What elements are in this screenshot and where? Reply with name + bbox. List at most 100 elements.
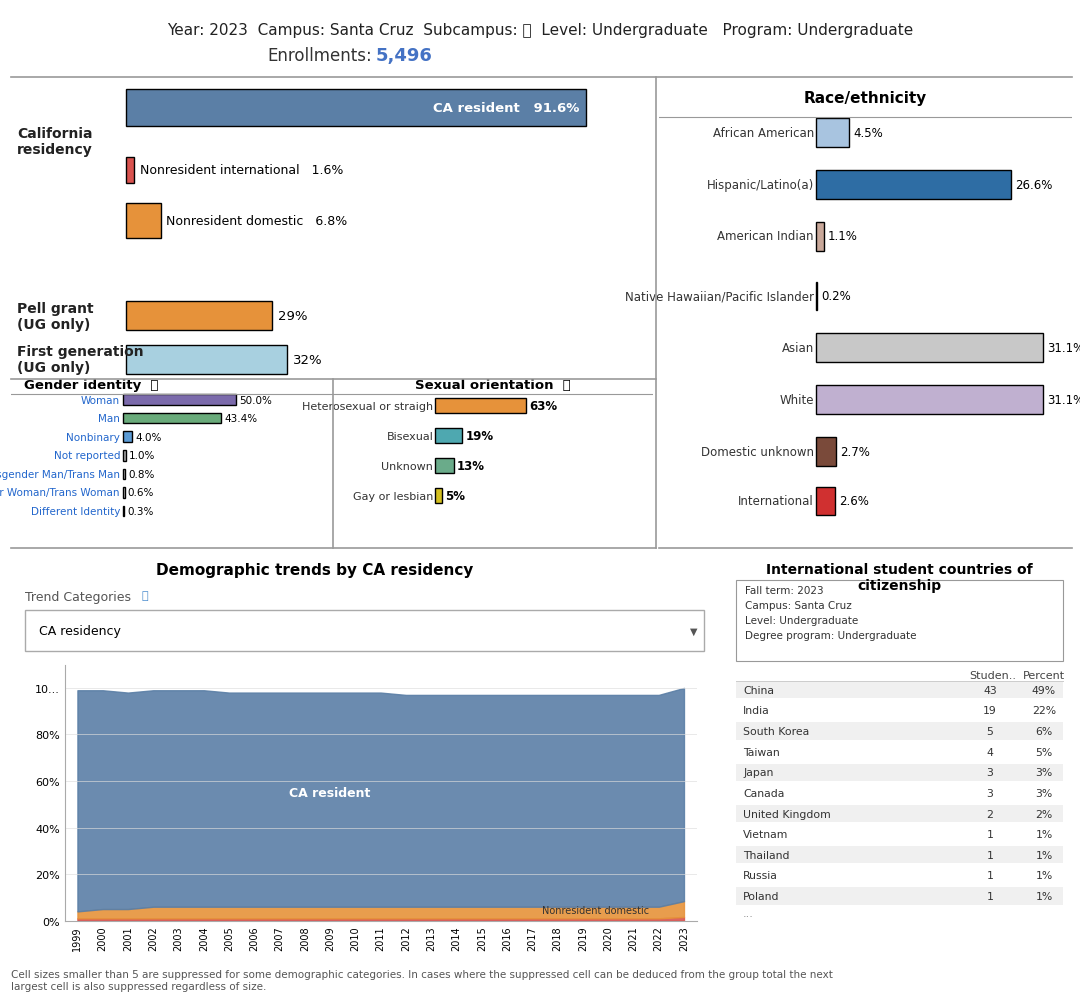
FancyBboxPatch shape — [123, 487, 124, 498]
Text: 1: 1 — [987, 829, 994, 840]
Text: First generation
(UG only): First generation (UG only) — [17, 345, 144, 375]
Text: 5: 5 — [987, 726, 994, 736]
Text: Trend Categories: Trend Categories — [25, 590, 131, 603]
FancyBboxPatch shape — [126, 204, 161, 239]
FancyBboxPatch shape — [435, 458, 454, 473]
Text: 50.0%: 50.0% — [239, 395, 272, 405]
Text: Level: Undergraduate: Level: Undergraduate — [84, 693, 220, 706]
Text: Transgender Woman/Trans Woman: Transgender Woman/Trans Woman — [0, 487, 120, 497]
Text: 31.1%: 31.1% — [1048, 342, 1080, 355]
Text: California
residency: California residency — [17, 126, 93, 156]
FancyBboxPatch shape — [435, 428, 462, 444]
Text: Cell sizes smaller than 5 are suppressed for some demographic categories. In cas: Cell sizes smaller than 5 are suppressed… — [11, 969, 833, 991]
Text: Nonresident domestic   6.8%: Nonresident domestic 6.8% — [165, 215, 347, 228]
FancyBboxPatch shape — [737, 581, 1063, 662]
Text: International: International — [738, 494, 814, 508]
Text: 32%: 32% — [294, 353, 323, 366]
Text: African American: African American — [713, 126, 814, 139]
Text: White: White — [780, 393, 814, 406]
FancyBboxPatch shape — [816, 386, 1043, 414]
Text: Heterosexual or straigh: Heterosexual or straigh — [302, 401, 433, 411]
FancyBboxPatch shape — [816, 223, 824, 251]
Text: International student countries of
citizenship: International student countries of citiz… — [767, 563, 1032, 593]
Text: ▼: ▼ — [689, 626, 697, 636]
FancyBboxPatch shape — [737, 722, 1063, 740]
Text: 2.7%: 2.7% — [840, 445, 869, 458]
Text: Gay or lesbian: Gay or lesbian — [353, 491, 433, 502]
Text: 4.5%: 4.5% — [853, 126, 882, 139]
Text: Asian: Asian — [782, 342, 814, 355]
Text: Woman: Woman — [81, 395, 120, 405]
Text: Demographic trends by CA residency: Demographic trends by CA residency — [157, 563, 474, 578]
Text: CA resident: CA resident — [289, 786, 370, 799]
Text: Poland: Poland — [743, 891, 780, 901]
Text: 1: 1 — [987, 871, 994, 881]
Text: American Indian: American Indian — [717, 231, 814, 244]
Text: ❓: ❓ — [141, 590, 148, 600]
Text: 1%: 1% — [1036, 829, 1053, 840]
Text: 6%: 6% — [1036, 726, 1053, 736]
Text: Transgender Man/Trans Man: Transgender Man/Trans Man — [0, 469, 120, 479]
Text: 3%: 3% — [1036, 788, 1053, 798]
Text: Nonbinary: Nonbinary — [66, 432, 120, 442]
Text: Year: 2023  Campus: Santa Cruz  Subcampus: 无  Level: Undergraduate   Program: Un: Year: 2023 Campus: Santa Cruz Subcampus:… — [167, 23, 913, 38]
Text: 4: 4 — [987, 747, 994, 757]
Text: CA residency: CA residency — [39, 624, 121, 637]
Text: Fall term: 2023
Campus: Santa Cruz
Level: Undergraduate
Degree program: Undergra: Fall term: 2023 Campus: Santa Cruz Level… — [745, 585, 917, 641]
Text: 3: 3 — [987, 767, 994, 777]
FancyBboxPatch shape — [737, 702, 1063, 719]
Text: Domestic unknown: Domestic unknown — [701, 445, 814, 458]
Text: United Kingdom: United Kingdom — [743, 808, 831, 818]
FancyBboxPatch shape — [435, 488, 442, 504]
Text: Enrollments:: Enrollments: — [268, 47, 373, 65]
Text: Taiwan: Taiwan — [743, 747, 780, 757]
FancyBboxPatch shape — [123, 450, 125, 461]
FancyBboxPatch shape — [435, 399, 526, 414]
Text: Man: Man — [98, 414, 120, 424]
FancyBboxPatch shape — [816, 487, 835, 516]
Text: 1: 1 — [987, 850, 994, 860]
Text: 13%: 13% — [457, 459, 485, 472]
FancyBboxPatch shape — [123, 413, 221, 424]
Text: 5%: 5% — [1036, 747, 1053, 757]
Text: 3%: 3% — [1036, 767, 1053, 777]
FancyBboxPatch shape — [816, 283, 818, 311]
FancyBboxPatch shape — [737, 825, 1063, 843]
Text: Japan: Japan — [743, 767, 773, 777]
Text: Bisexual: Bisexual — [387, 431, 433, 441]
FancyBboxPatch shape — [816, 334, 1043, 363]
Text: 1.1%: 1.1% — [828, 231, 858, 244]
Text: 1%: 1% — [1036, 871, 1053, 881]
Text: Subcampus: 无: Subcampus: 无 — [427, 673, 515, 686]
Text: Pell grant
(UG only): Pell grant (UG only) — [17, 302, 94, 332]
Text: Native Hawaiian/Pacific Islander: Native Hawaiian/Pacific Islander — [625, 290, 814, 303]
FancyBboxPatch shape — [737, 805, 1063, 822]
Text: Percent: Percent — [1023, 671, 1065, 681]
Text: Nonresident international   1.6%: Nonresident international 1.6% — [139, 164, 343, 178]
Text: 26.6%: 26.6% — [1015, 179, 1052, 192]
Text: Studen..: Studen.. — [969, 671, 1016, 681]
Text: 4.0%: 4.0% — [135, 432, 162, 442]
Text: Unknown: Unknown — [381, 461, 433, 471]
Text: ...: ... — [743, 908, 754, 918]
Text: 3: 3 — [987, 788, 994, 798]
FancyBboxPatch shape — [737, 681, 1063, 699]
Text: 1%: 1% — [1036, 891, 1053, 901]
Text: Gender identity  ❓: Gender identity ❓ — [24, 379, 159, 392]
Text: 2: 2 — [987, 808, 994, 818]
Text: South Korea: South Korea — [743, 726, 809, 736]
Text: Campus: Santa Cruz: Campus: Santa Cruz — [124, 673, 252, 686]
Text: 0.6%: 0.6% — [127, 487, 154, 497]
Text: 1%: 1% — [1036, 850, 1053, 860]
Text: 5,496: 5,496 — [376, 47, 433, 65]
Text: 1: 1 — [987, 891, 994, 901]
Text: 0.3%: 0.3% — [127, 507, 153, 517]
FancyBboxPatch shape — [737, 784, 1063, 801]
Text: Degree program: Undergraduate: Degree program: Undergraduate — [367, 693, 573, 706]
Text: China: China — [743, 685, 774, 695]
Text: 19%: 19% — [465, 429, 494, 442]
FancyBboxPatch shape — [123, 395, 235, 405]
Text: Race/ethnicity: Race/ethnicity — [804, 91, 928, 106]
Text: 19: 19 — [983, 706, 997, 716]
Text: Russia: Russia — [743, 871, 778, 881]
